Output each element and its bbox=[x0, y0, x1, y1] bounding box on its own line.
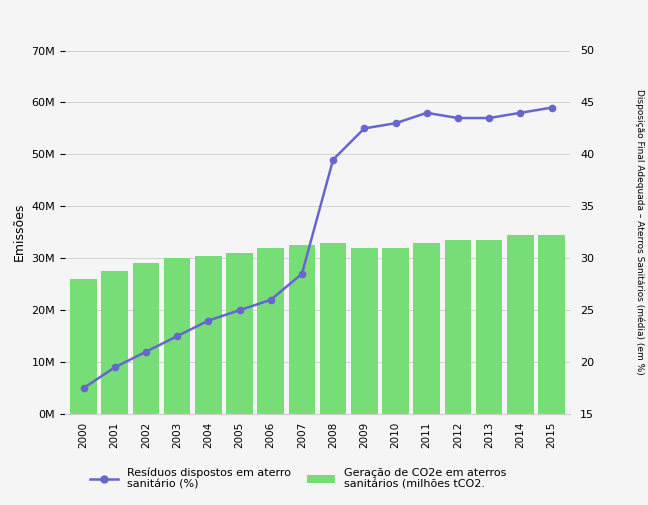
Bar bbox=[507, 235, 533, 414]
Bar bbox=[445, 240, 471, 414]
Bar bbox=[70, 279, 97, 414]
Y-axis label: Emissões: Emissões bbox=[13, 203, 26, 262]
Bar bbox=[538, 235, 565, 414]
Bar bbox=[226, 253, 253, 414]
Bar bbox=[164, 258, 191, 414]
Bar bbox=[133, 264, 159, 414]
Bar bbox=[288, 245, 315, 414]
Bar bbox=[476, 240, 502, 414]
Bar bbox=[382, 248, 409, 414]
Legend: Resíduos dispostos em aterro
sanitário (%), Geração de CO2e em aterros
sanitário: Resíduos dispostos em aterro sanitário (… bbox=[86, 464, 511, 494]
Bar bbox=[351, 248, 378, 414]
Bar bbox=[102, 271, 128, 414]
Bar bbox=[257, 248, 284, 414]
Bar bbox=[320, 243, 347, 414]
Text: Disposição Final Adequada – Aterros Sanitários (média) (em %): Disposição Final Adequada – Aterros Sani… bbox=[635, 89, 645, 375]
Bar bbox=[413, 243, 440, 414]
Bar bbox=[195, 256, 222, 414]
